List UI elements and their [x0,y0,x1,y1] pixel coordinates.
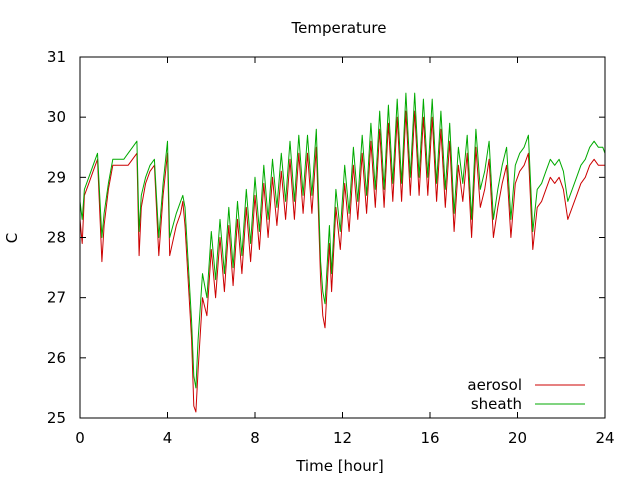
y-tick-label: 27 [47,289,66,307]
y-tick-label: 31 [47,48,66,66]
x-tick-label: 20 [508,429,527,447]
y-tick-label: 30 [47,108,66,126]
series-line-aerosol [79,110,605,413]
y-tick-label: 29 [47,168,66,186]
y-tick-label: 25 [47,409,66,427]
y-tick-label: 26 [47,349,66,367]
legend-label-sheath: sheath [471,395,522,413]
x-tick-label: 12 [333,429,352,447]
y-axis-label: C [3,233,21,243]
plot-area [79,92,606,413]
x-tick-label: 16 [420,429,439,447]
chart-title: Temperature [290,19,386,37]
x-tick-label: 24 [595,429,614,447]
x-tick-label: 8 [250,429,260,447]
y-tick-label: 28 [47,229,66,247]
series-line-sheath [79,92,606,389]
x-tick-label: 4 [163,429,173,447]
x-tick-label: 0 [75,429,85,447]
legend-label-aerosol: aerosol [467,376,522,394]
x-axis-label: Time [hour] [295,457,384,475]
axis-ticks: 0 4 8 12 16 20 24 25 26 27 28 29 30 31 [47,48,615,447]
